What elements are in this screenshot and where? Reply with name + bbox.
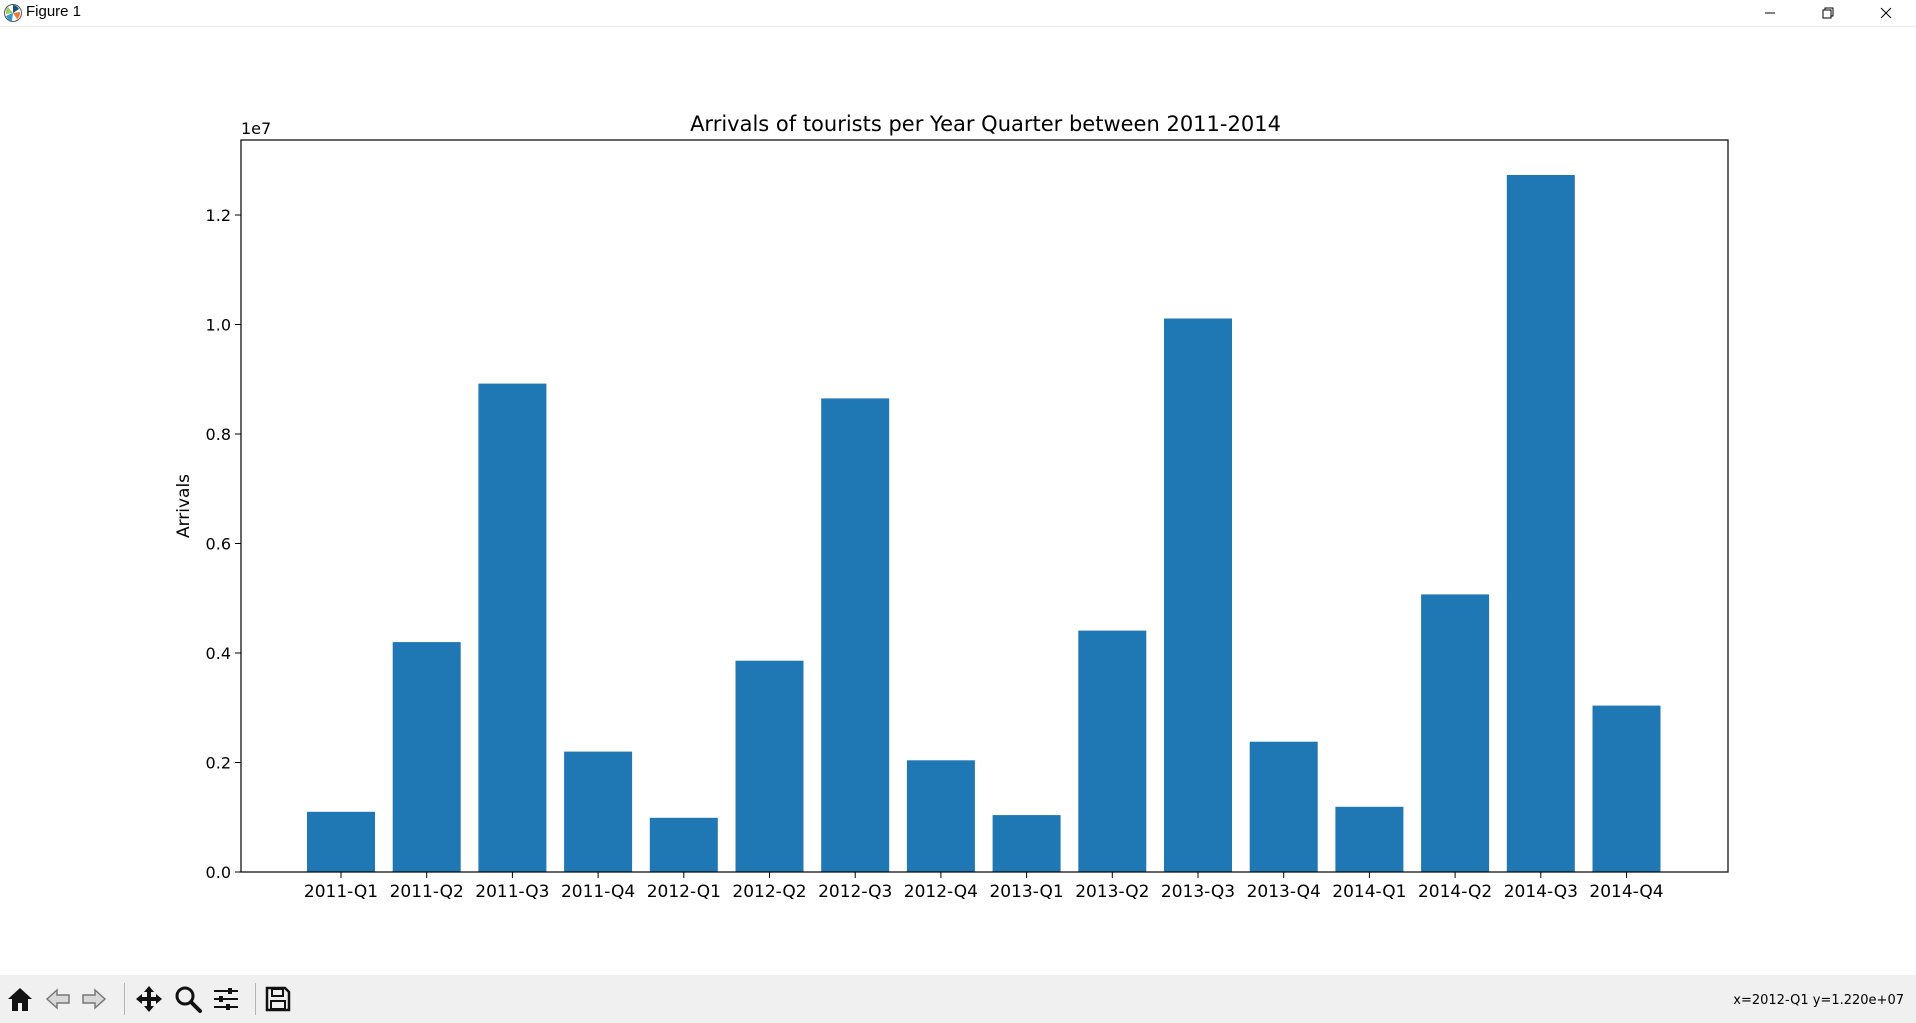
plot-frame [240,139,1729,873]
bar [1249,741,1318,872]
toolbar-separator [255,983,256,1015]
navigation-toolbar: x=2012-Q1 y=1.220e+07 [0,975,1916,1023]
restore-button[interactable] [1799,0,1857,26]
figure-canvas: 0.0 0.2 0.4 0.6 0.8 1.0 1.2 2011-Q1 2011-Q2 2011-… [0,27,1916,975]
y-axis-label: Arrivals [174,474,194,538]
bar [1078,630,1147,872]
pan-button[interactable] [131,981,167,1017]
x-tick-label: 2012-Q2 [732,882,806,902]
x-tick-label: 2012-Q3 [818,882,892,902]
x-tick-label: 2012-Q4 [904,882,978,902]
minimize-icon [1765,12,1775,14]
bar [992,815,1061,872]
x-tick-label: 2011-Q2 [390,882,464,902]
home-button[interactable] [2,981,38,1017]
back-icon [45,988,70,1010]
y-tick-label: 0.0 [206,863,231,882]
y-tick-label: 0.8 [206,425,231,444]
chart-title: Arrivals of tourists per Year Quarter be… [690,112,1281,136]
bar [735,660,804,872]
x-tick-label: 2014-Q4 [1589,882,1663,902]
y-tick-label: 0.6 [206,535,231,554]
x-tick-label: 2012-Q1 [647,882,721,902]
bar [564,751,633,872]
x-tick-label: 2013-Q1 [989,882,1063,902]
bar [392,642,461,872]
save-icon [265,986,291,1012]
y-tick-label: 1.2 [206,206,231,225]
bar-chart: 0.0 0.2 0.4 0.6 0.8 1.0 1.2 2011-Q1 2011-Q2 2011-… [174,112,1729,902]
window-titlebar: Figure 1 [0,0,1916,27]
y-tick-label: 0.4 [206,644,231,663]
close-icon [1880,7,1892,19]
x-tick-label: 2013-Q4 [1247,882,1321,902]
restore-icon [1822,7,1834,19]
x-tick-label: 2014-Q3 [1504,882,1578,902]
configure-subplots-icon [214,988,238,1010]
bar [1335,806,1404,872]
minimize-button[interactable] [1741,0,1799,26]
x-tick-label: 2014-Q1 [1332,882,1406,902]
bar [649,817,718,872]
matplotlib-logo-icon [4,4,22,22]
forward-icon [82,988,107,1010]
x-tick-label: 2014-Q2 [1418,882,1492,902]
bar [1421,594,1490,872]
pan-icon [136,986,162,1012]
save-button[interactable] [260,981,296,1017]
configure-subplots-button[interactable] [208,981,244,1017]
y-tick-label: 1.0 [206,316,231,335]
cursor-coordinates: x=2012-Q1 y=1.220e+07 [1733,993,1904,1008]
x-tick-label: 2013-Q2 [1075,882,1149,902]
close-button[interactable] [1857,0,1915,26]
bar [1506,175,1575,872]
x-tick-label: 2011-Q4 [561,882,635,902]
bar [307,811,375,872]
back-button[interactable] [40,981,76,1017]
bar [821,398,890,872]
y-tick-label: 0.2 [206,754,231,773]
bar [478,383,547,872]
zoom-icon [175,986,202,1013]
x-tick-label: 2011-Q3 [475,882,549,902]
window-title: Figure 1 [26,3,82,20]
zoom-button[interactable] [170,981,206,1017]
x-tick-label: 2013-Q3 [1161,882,1235,902]
toolbar-separator [124,983,125,1015]
bar [906,760,975,872]
bar [1592,705,1661,872]
x-tick-label: 2011-Q1 [304,882,378,902]
y-offset-label: 1e7 [241,119,271,138]
home-icon [8,988,32,1011]
forward-button[interactable] [76,981,112,1017]
bar [1164,318,1232,872]
